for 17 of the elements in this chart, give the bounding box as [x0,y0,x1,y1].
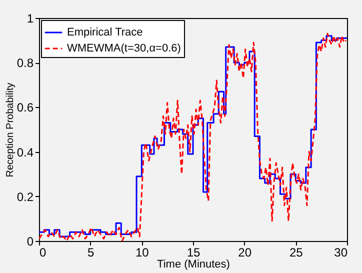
y-tick-label: 0.6 [16,100,34,115]
x-tick-label: 15 [186,246,200,260]
y-tick-label: 0.4 [16,145,34,160]
x-tick-label: 10 [135,246,150,260]
y-axis-title: Reception Probability [4,82,16,178]
y-tick-label: 0.2 [16,190,34,204]
legend-label: WMEWMA(t=30,α=0.6) [67,42,181,54]
legend-label: Empirical Trace [67,26,143,38]
x-tick-label: 25 [289,246,304,260]
y-tick-label: 0 [26,234,34,248]
x-tick-label: 5 [87,246,94,260]
x-tick-label: 30 [334,246,348,260]
x-axis-title: Time (Minutes) [157,258,230,270]
y-tick-label: 0.8 [16,56,34,70]
y-tick-label: 1 [26,12,34,26]
x-tick-label: 0 [40,246,46,260]
x-tick-label: 20 [238,246,252,260]
